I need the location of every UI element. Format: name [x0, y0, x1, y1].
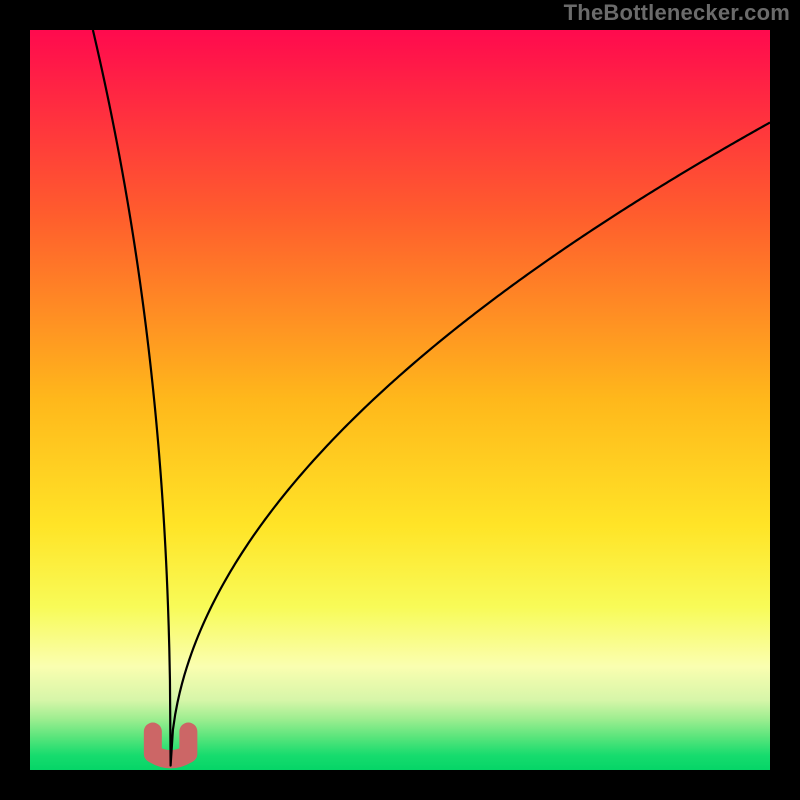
bottleneck-chart — [0, 0, 800, 800]
plot-area — [30, 30, 770, 770]
watermark-text: TheBottlenecker.com — [564, 0, 790, 26]
chart-stage: TheBottlenecker.com — [0, 0, 800, 800]
